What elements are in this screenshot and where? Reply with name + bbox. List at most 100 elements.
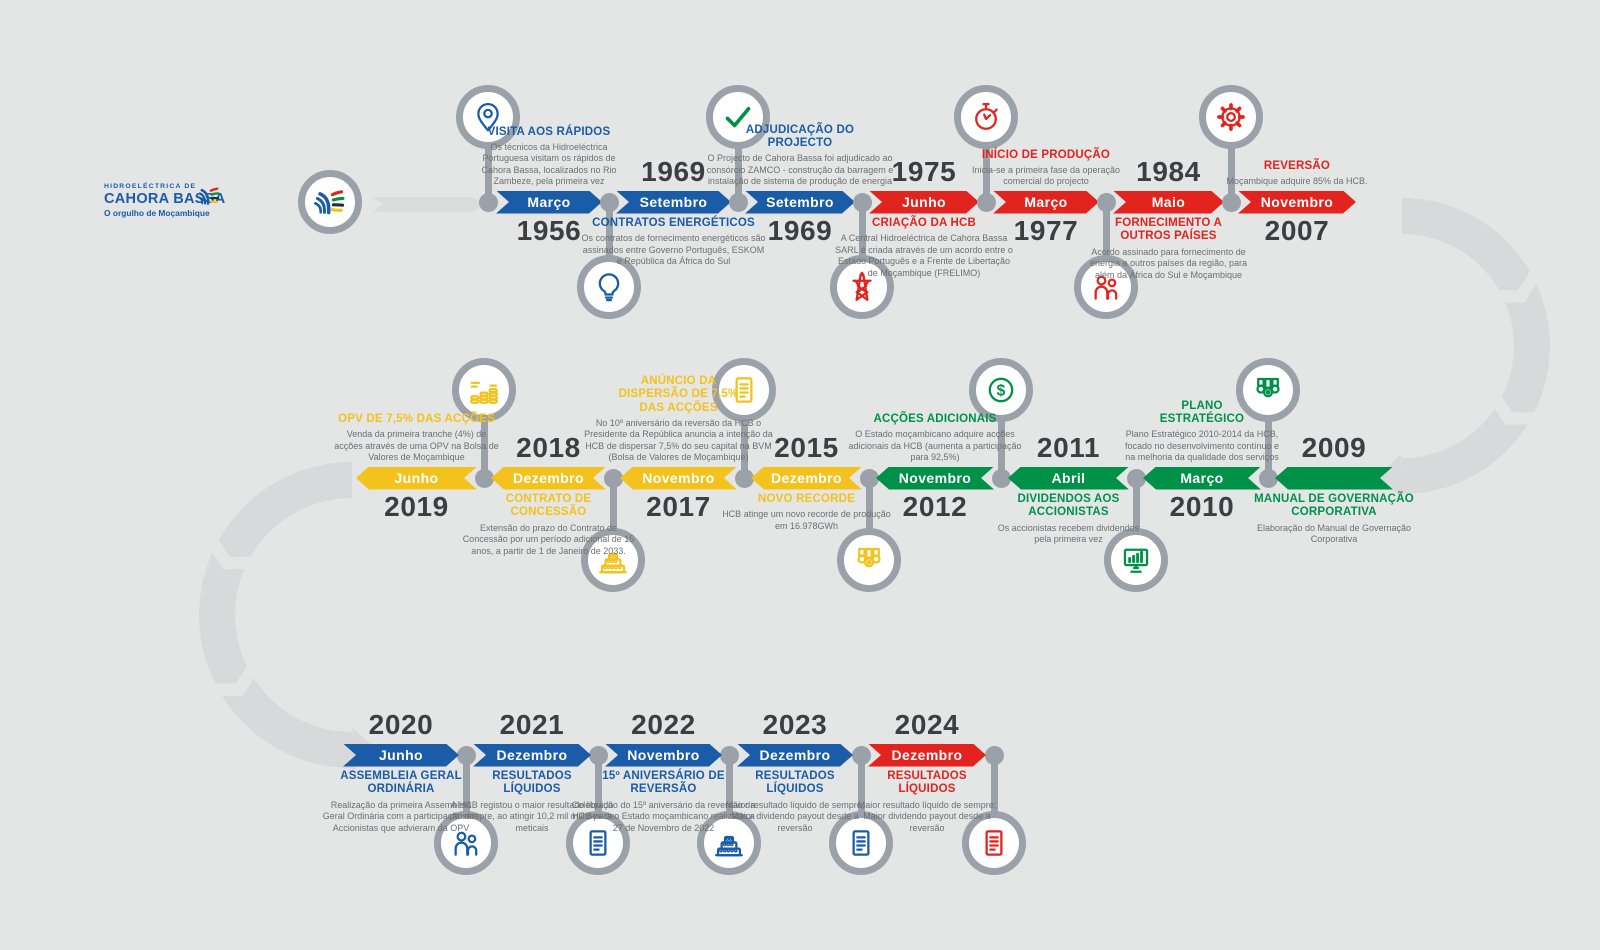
timeline-arrow: Novembro: [605, 744, 722, 767]
event-desc: HCB atinge um novo recorde de produção e…: [722, 509, 891, 531]
document-icon: [985, 830, 1003, 856]
timeline-arrow: Novembro: [620, 467, 737, 490]
document-icon: [589, 830, 607, 856]
month-label: Março: [527, 193, 571, 210]
year-label: 2021: [499, 709, 565, 740]
month-label: Dezembro: [513, 469, 584, 486]
icon-circle: [456, 85, 520, 149]
icon-stem: [605, 202, 613, 287]
lightbulb-icon: [598, 273, 620, 302]
logo-line2: CAHORA BASSA: [104, 191, 226, 207]
timeline-dot: [1126, 468, 1146, 488]
timeline-dot: [603, 468, 623, 488]
icon-stem: [997, 390, 1005, 478]
timeline-arrow: Setembro: [745, 191, 855, 214]
start-logo-circle: [298, 170, 362, 234]
year-label: 1977: [1013, 215, 1079, 246]
month-label: Novembro: [1260, 193, 1334, 210]
year-label: 2024: [894, 709, 960, 740]
event-text: FORNECIMENTO A OUTROS PAÍSES Acordo assin…: [1086, 217, 1251, 281]
icon-stem: [857, 755, 865, 843]
year-label: 2010: [1169, 491, 1235, 522]
event-text: CONTRATOS ENERGÉTICOS Os contratos de for…: [579, 217, 769, 268]
flow-curve-left: [199, 462, 353, 768]
flow-curve-right: [1401, 198, 1550, 494]
event-desc: Maior resultado líquido de sempre; Maior…: [725, 799, 865, 833]
year-label: 1956: [516, 215, 582, 246]
icon-circle: [1104, 528, 1168, 592]
month-label: Novembro: [898, 469, 972, 486]
event-desc: Venda da primeira tranche (4%) de acções…: [334, 429, 499, 463]
timeline-arrow: Dezembro: [751, 467, 862, 490]
medals-icon: [1256, 377, 1280, 398]
icon-stem: [982, 117, 990, 202]
timeline-dot: [859, 468, 879, 488]
event-desc: A HCB registou o maior resultado líquido…: [449, 799, 615, 833]
event-desc: Os técnicos da Hidroeléctrica Portuguesa…: [481, 141, 617, 187]
cake-icon: [599, 552, 627, 574]
year-label: 2007: [1264, 215, 1330, 246]
icon-circle: [712, 358, 776, 422]
icon-stem: [462, 755, 470, 843]
event-title: OPV DE 7,5% DAS ACÇÕES: [338, 413, 495, 426]
event-title: CRIAÇÃO DA HCB: [872, 217, 976, 229]
month-label: Junho: [902, 193, 946, 210]
timeline-dot: [599, 192, 619, 212]
medals-icon: [857, 547, 881, 568]
icon-stem: [480, 390, 488, 478]
icon-circle: [830, 255, 894, 319]
timeline-arrow: Dezembro: [868, 744, 986, 767]
month-label: Março: [1024, 193, 1068, 210]
event-text: PLANO ESTRATÉGICO Plano Estratégico 2010-…: [1120, 400, 1285, 464]
event-desc: Elaboração do Manual de Governação Corpo…: [1256, 522, 1412, 545]
event-desc: Realização da primeira Assembleia Geral …: [322, 799, 480, 833]
timeline-dot: [734, 468, 754, 488]
event-title: ANÚNCIO DA DISPERSÃO DE 7,5% DAS ACÇÕES: [618, 374, 739, 414]
event-text: ANÚNCIO DA DISPERSÃO DE 7,5% DAS ACÇÕES N…: [581, 375, 776, 464]
event-desc: Os contratos de fornecimento energéticos…: [581, 233, 766, 267]
event-text: REVERSÃO Moçambique adquire 85% da HCB.: [1220, 160, 1375, 188]
timeline-dot: [719, 745, 739, 765]
icon-stem: [734, 117, 742, 202]
year-label: 2017: [646, 491, 711, 522]
event-title: INÍCIO DE PRODUÇÃO: [981, 148, 1111, 161]
event-text: NOVO RECORDE HCB atinge um novo recorde d…: [717, 493, 897, 532]
timeline-dot: [456, 745, 476, 765]
icon-circle: [1074, 255, 1138, 319]
icon-stem: [1227, 117, 1235, 202]
year-label: 1984: [1136, 156, 1201, 187]
icon-circle: $: [969, 358, 1033, 422]
timeline-arrow: Dezembro: [473, 744, 591, 767]
flow-curve-right-arrowhead: [1376, 454, 1403, 498]
year-label: 2011: [1036, 432, 1101, 463]
gear-icon: [1217, 103, 1245, 131]
year-label: 2012: [902, 491, 968, 522]
event-title: VISITA AOS RÁPIDOS: [487, 125, 611, 138]
icon-circle: [954, 85, 1018, 149]
check-icon: [725, 106, 751, 128]
event-title: ADJUDICAÇÃO DO PROJECTO: [745, 123, 855, 150]
timeline-dot: [991, 468, 1011, 488]
event-text: ADJUDICAÇÃO DO PROJECTO O Projecto de Cah…: [703, 124, 898, 188]
timeline-dot: [852, 192, 872, 212]
icon-circle: [837, 528, 901, 592]
timeline-dot: [1258, 468, 1278, 488]
event-desc: Os accionistas recebem dividendos pela p…: [997, 522, 1140, 545]
event-desc: Extensão do prazo do Contrato de Concess…: [462, 522, 635, 556]
event-desc: Maior resultado líquido de sempre; Maior…: [857, 799, 997, 833]
icon-stem: [609, 478, 617, 560]
icon-stem: [484, 117, 492, 202]
timeline-dot: [851, 745, 871, 765]
timeline-dot: [588, 745, 608, 765]
icon-stem: [1264, 390, 1272, 478]
month-label: Dezembro: [759, 746, 831, 763]
month-label: Dezembro: [891, 746, 963, 763]
year-label: 2009: [1301, 432, 1367, 463]
brand-swoosh-icon: [197, 187, 220, 205]
event-text: 15º ANIVERSÁRIO DE REVERSÃO Celebração do…: [571, 770, 756, 834]
brand-swoosh-icon: [314, 190, 345, 215]
year-label: 2015: [774, 432, 839, 463]
timeline-arrow: [1275, 467, 1393, 490]
coin-stacks-icon: [470, 381, 498, 404]
